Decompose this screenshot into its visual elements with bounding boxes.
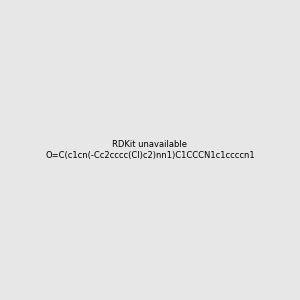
Text: RDKit unavailable
O=C(c1cn(-Cc2cccc(Cl)c2)nn1)C1CCCN1c1ccccn1: RDKit unavailable O=C(c1cn(-Cc2cccc(Cl)c… — [45, 140, 255, 160]
